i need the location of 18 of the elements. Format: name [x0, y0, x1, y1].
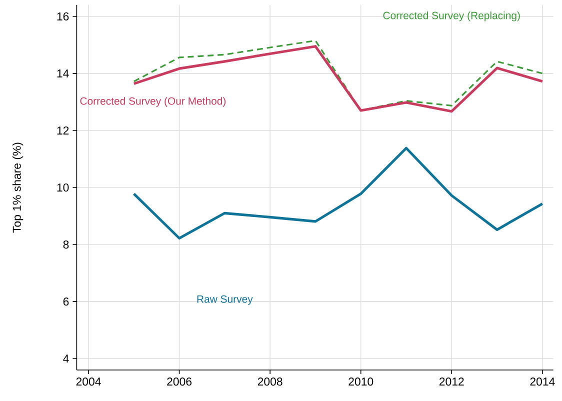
- x-tick-label: 2010: [348, 378, 374, 386]
- y-axis-title: Top 1% share (%): [12, 142, 24, 233]
- text: Corrected Survey (Our Method): [80, 97, 226, 107]
- x-tick-label: 2004: [76, 378, 101, 386]
- y-tick-label: 16: [57, 12, 69, 20]
- x-tick-label: 2014: [530, 378, 555, 386]
- x-tick-label: 2008: [258, 378, 282, 386]
- x-tick-label: 2006: [167, 378, 192, 386]
- y-tick-label: 6: [63, 298, 69, 306]
- text: Corrected Survey (Replacing): [383, 12, 520, 22]
- y-tick-label: 8: [63, 240, 69, 249]
- x-tick-label: 2012: [439, 378, 464, 386]
- line-series: [132, 146, 544, 240]
- y-tick-label: 12: [57, 126, 69, 134]
- y-tick-label: 4: [63, 354, 69, 363]
- y-tick-label: 14: [57, 70, 69, 78]
- text: Raw Survey: [197, 295, 253, 305]
- y-tick-label: 10: [57, 183, 69, 192]
